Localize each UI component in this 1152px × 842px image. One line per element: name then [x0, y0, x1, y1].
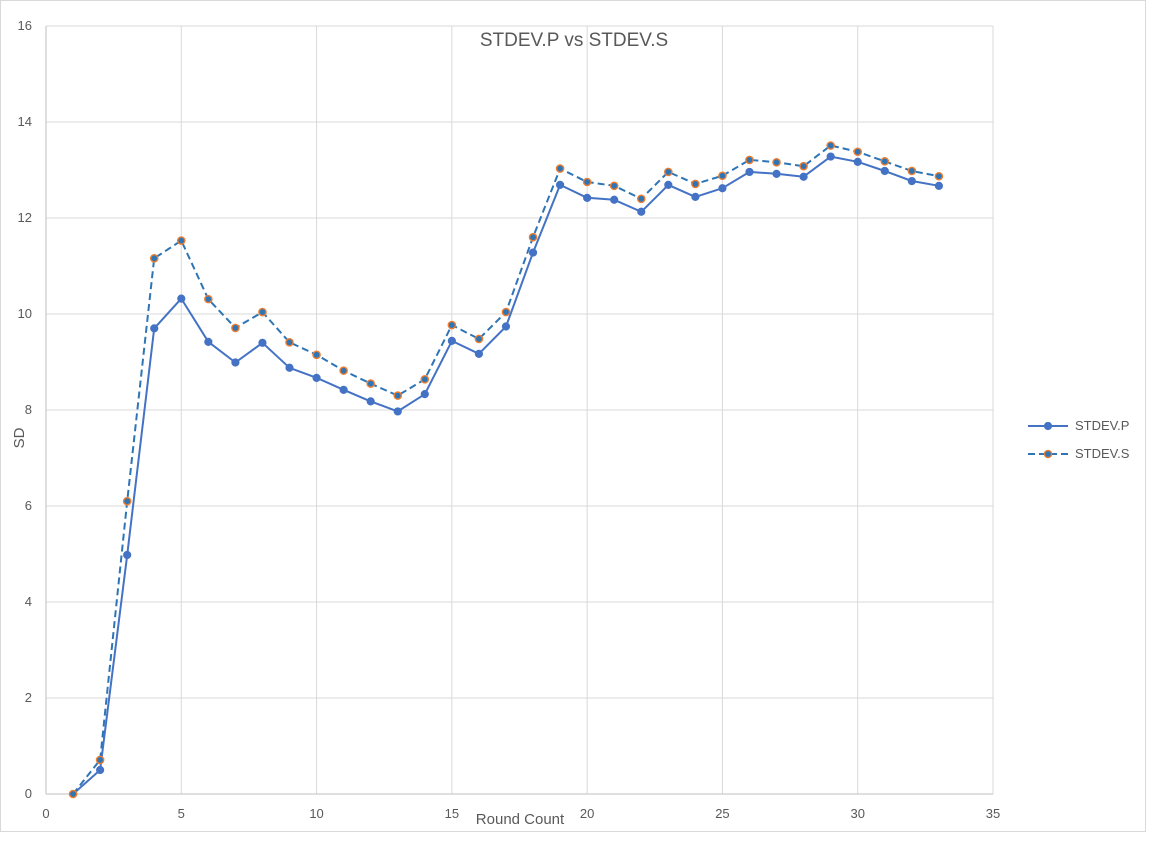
data-point-stdev-s	[799, 161, 808, 171]
data-point-stdev-p	[420, 390, 429, 399]
data-point-stdev-p	[772, 169, 781, 178]
data-point-stdev-p	[718, 184, 727, 193]
y-axis-title: SD	[11, 427, 28, 448]
data-point-stdev-p	[150, 324, 159, 333]
data-point-stdev-s	[501, 307, 511, 317]
data-point-stdev-p	[799, 172, 808, 181]
data-point-stdev-s	[528, 232, 538, 242]
data-point-stdev-s	[68, 789, 78, 799]
data-point-stdev-p	[745, 167, 754, 177]
data-point-stdev-s	[366, 379, 375, 388]
legend-marker	[1043, 449, 1053, 459]
y-tick-label: 8	[25, 402, 32, 417]
series-line-stdev-s	[72, 144, 940, 795]
data-point-stdev-s	[204, 294, 213, 304]
data-point-stdev-s	[393, 391, 403, 400]
data-point-stdev-p	[474, 349, 484, 358]
data-point-stdev-s	[176, 236, 186, 245]
data-point-stdev-p	[312, 373, 321, 382]
x-axis-title: Round Count	[476, 811, 565, 828]
series-lines	[72, 144, 940, 795]
data-point-stdev-s	[95, 755, 105, 765]
data-point-stdev-s	[636, 194, 646, 204]
y-tick-label: 4	[25, 594, 32, 609]
data-point-stdev-p	[123, 550, 132, 560]
data-point-stdev-p	[285, 363, 294, 372]
data-point-stdev-s	[772, 158, 781, 167]
data-point-stdev-p	[447, 336, 456, 345]
legend-label: STDEV.S	[1075, 446, 1130, 461]
data-point-stdev-p	[664, 180, 673, 189]
data-point-stdev-s	[285, 338, 294, 347]
data-point-stdev-p	[826, 152, 835, 161]
data-point-stdev-s	[582, 177, 592, 187]
y-tick-label: 14	[18, 114, 32, 129]
data-point-stdev-s	[258, 307, 267, 317]
x-tick-label: 30	[850, 806, 864, 821]
data-point-stdev-s	[122, 496, 132, 506]
data-point-stdev-s	[231, 323, 240, 333]
data-point-stdev-s	[447, 320, 457, 330]
data-point-stdev-p	[96, 765, 105, 775]
data-point-stdev-s	[474, 334, 484, 344]
data-point-stdev-p	[366, 397, 375, 406]
y-tick-label: 16	[18, 18, 32, 33]
y-tick-labels: 0 2 4 6 8 10 12 14 16	[18, 18, 32, 801]
data-point-stdev-s	[420, 374, 430, 384]
x-tick-label: 10	[309, 806, 323, 821]
legend: STDEV.P STDEV.S	[1028, 418, 1130, 461]
data-point-stdev-p	[880, 166, 889, 176]
data-point-stdev-s	[718, 171, 727, 181]
data-point-stdev-s	[826, 141, 835, 150]
legend-marker	[1043, 421, 1053, 431]
data-point-stdev-p	[177, 294, 186, 303]
y-tick-label: 0	[25, 786, 32, 801]
data-point-stdev-p	[853, 157, 862, 166]
data-point-stdev-p	[583, 193, 592, 202]
y-tick-label: 2	[25, 690, 32, 705]
data-point-stdev-p	[691, 192, 700, 201]
data-point-stdev-s	[339, 366, 348, 375]
data-point-stdev-p	[555, 180, 565, 189]
data-point-stdev-s	[555, 164, 565, 173]
data-point-stdev-p	[528, 248, 538, 257]
data-point-stdev-s	[853, 147, 863, 157]
data-point-stdev-p	[501, 322, 511, 331]
chart-title: STDEV.P vs STDEV.S	[480, 30, 668, 51]
data-point-stdev-p	[339, 385, 348, 394]
data-point-stdev-p	[204, 337, 213, 346]
y-tick-label: 10	[18, 306, 32, 321]
x-tick-label: 5	[178, 806, 185, 821]
data-point-stdev-p	[258, 338, 267, 347]
x-tick-label: 0	[42, 806, 49, 821]
data-point-stdev-p	[393, 407, 402, 416]
y-tick-label: 12	[18, 210, 32, 225]
data-point-stdev-s	[691, 179, 700, 189]
x-tick-label: 20	[580, 806, 594, 821]
data-point-stdev-p	[610, 195, 619, 204]
data-point-stdev-s	[934, 171, 944, 181]
y-tick-label: 6	[25, 498, 32, 513]
data-point-stdev-s	[880, 157, 890, 166]
data-point-stdev-s	[149, 254, 159, 263]
x-tick-label: 25	[715, 806, 729, 821]
data-point-stdev-p	[934, 181, 943, 190]
x-tick-labels: 0 5 10 15 20 25 30 35	[42, 806, 1000, 821]
x-tick-label: 15	[445, 806, 459, 821]
data-point-stdev-p	[231, 358, 240, 367]
legend-label: STDEV.P	[1075, 418, 1129, 433]
data-point-stdev-s	[609, 181, 619, 191]
data-point-stdev-s	[312, 350, 321, 360]
axes	[45, 26, 993, 795]
data-point-stdev-s	[745, 155, 754, 165]
data-point-stdev-s	[664, 167, 673, 177]
data-point-stdev-s	[907, 166, 917, 176]
data-point-stdev-p	[907, 176, 916, 186]
gridlines	[46, 25, 994, 794]
x-tick-label: 35	[986, 806, 1000, 821]
series-points	[68, 141, 944, 799]
data-point-stdev-p	[637, 207, 646, 216]
